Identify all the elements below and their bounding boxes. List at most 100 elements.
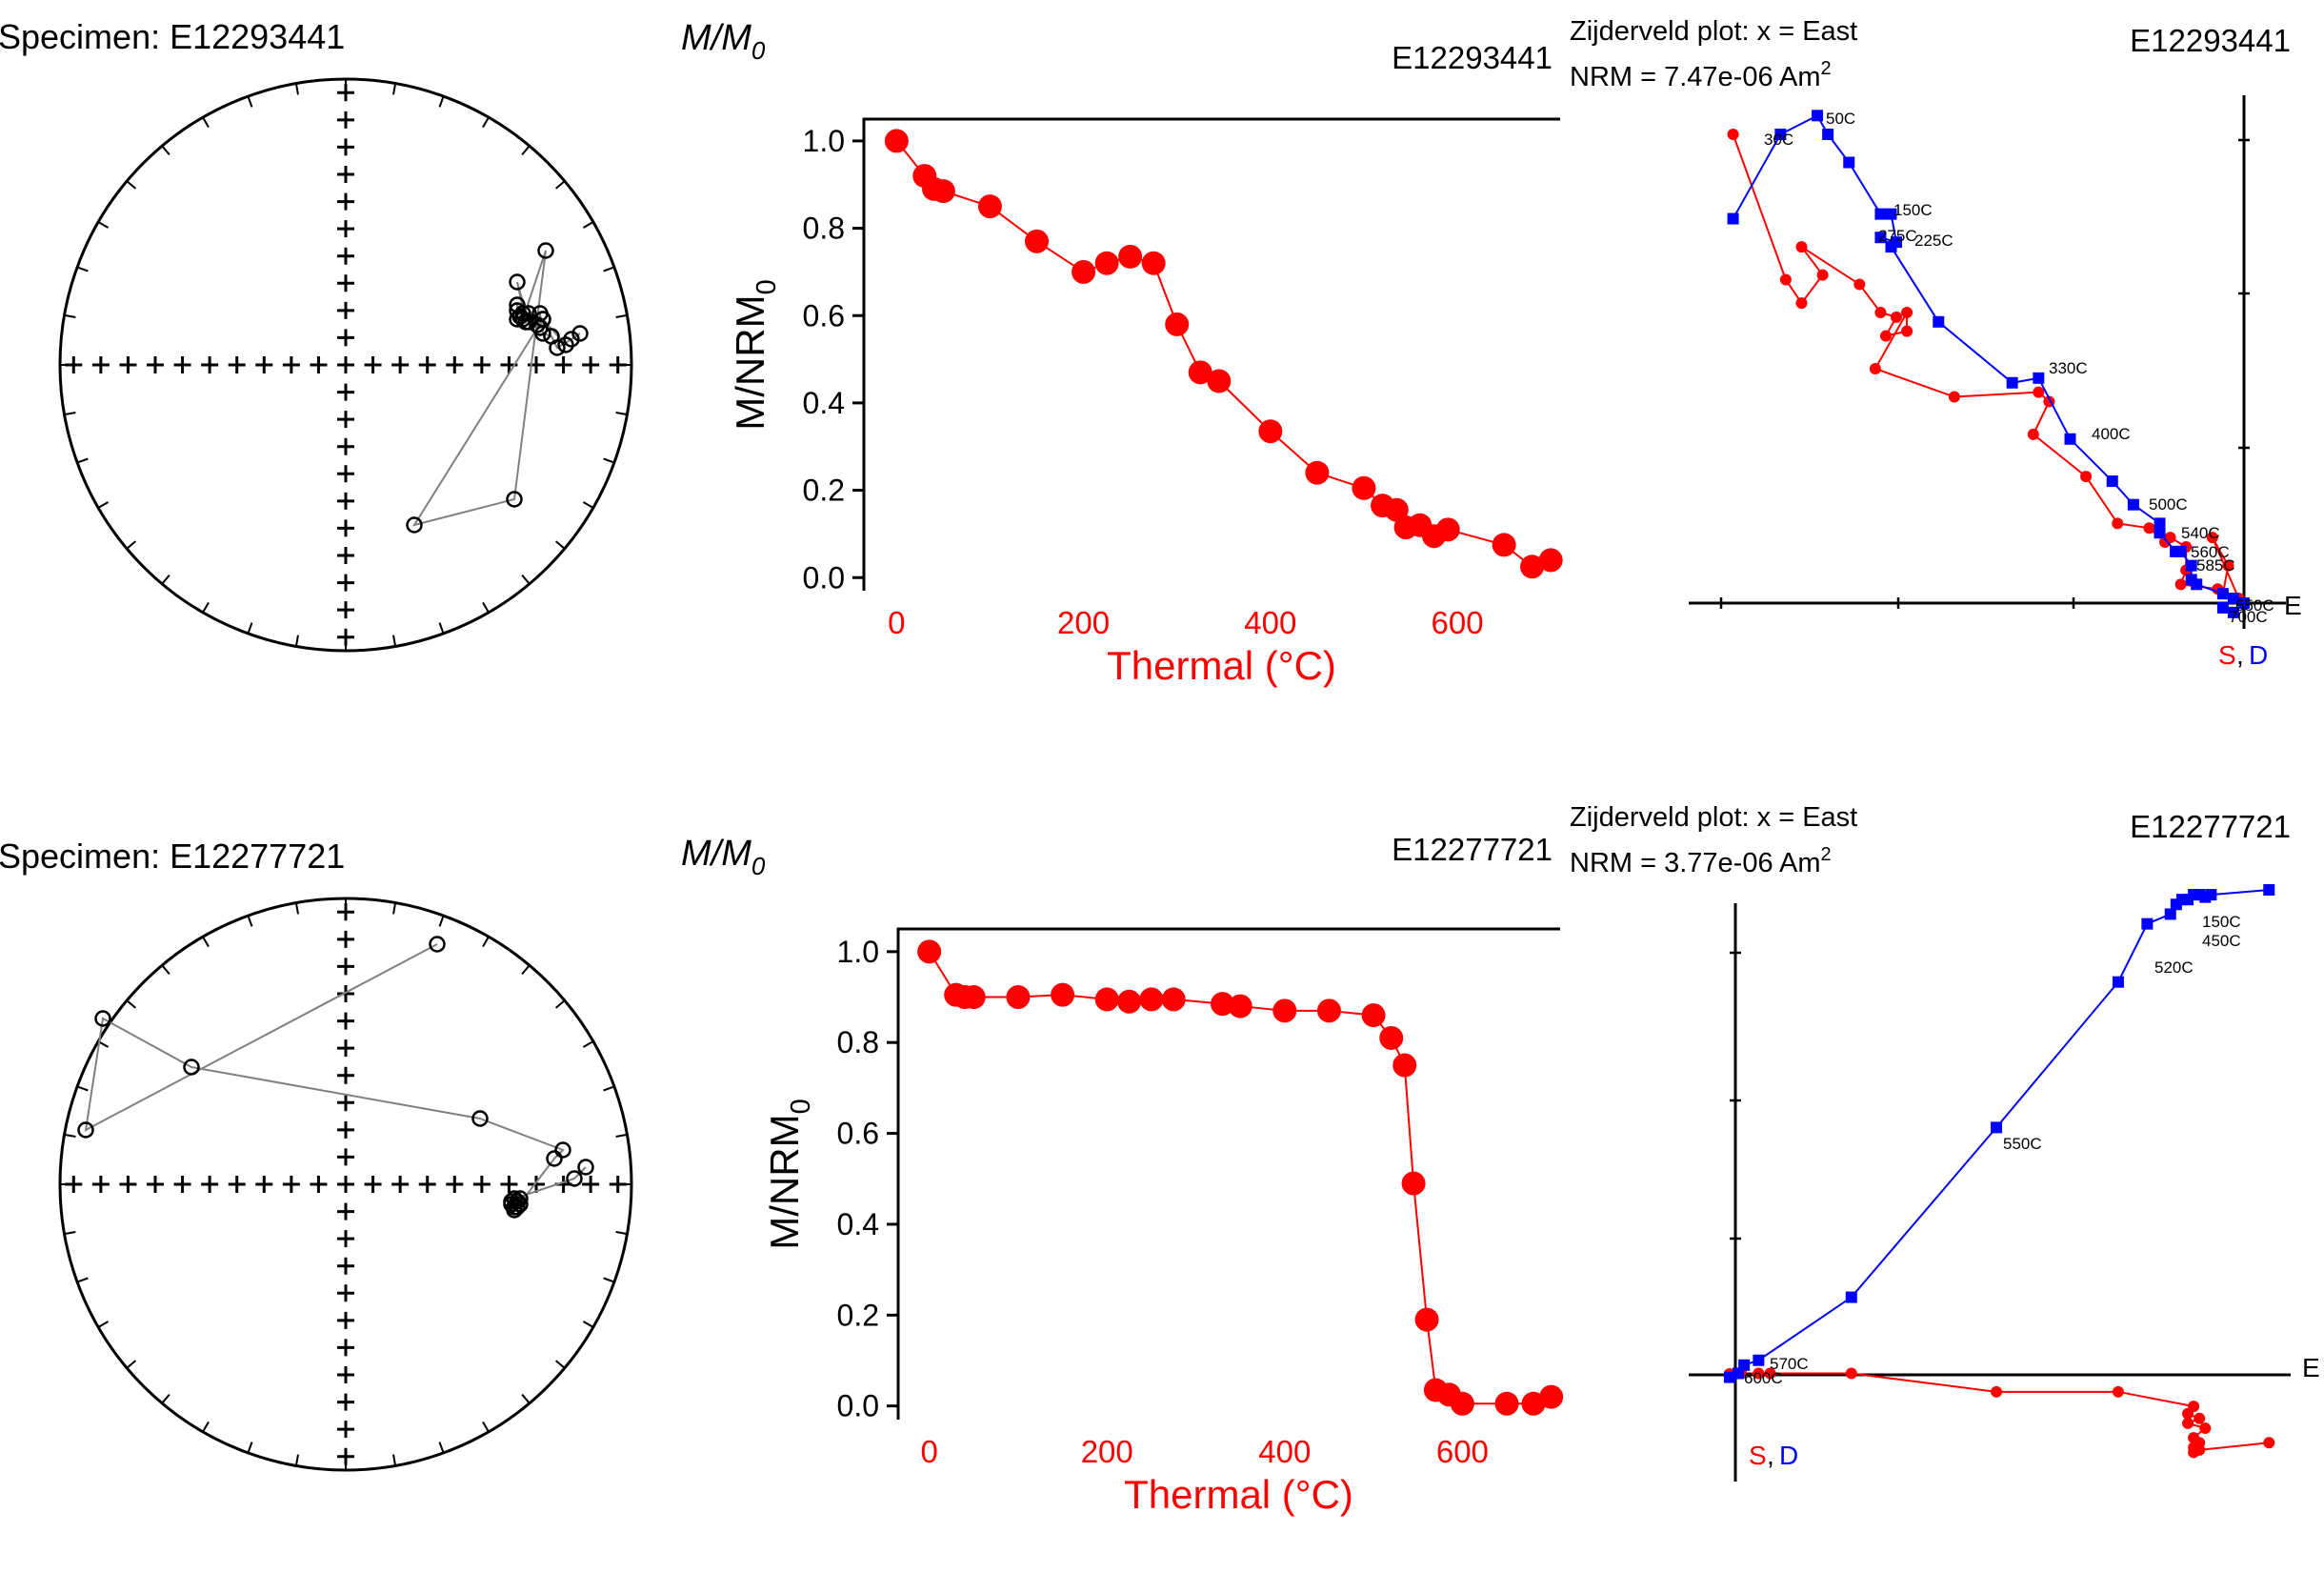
axis-separator: , <box>2236 640 2244 670</box>
plus-mark <box>337 574 354 592</box>
plus-mark <box>337 1066 354 1084</box>
panel-label-subscript: 0 <box>751 852 766 880</box>
rim-tick <box>582 501 594 509</box>
demag-point <box>1414 1307 1439 1332</box>
direction-point <box>534 311 551 328</box>
horizontal-projection-point <box>2033 386 2045 398</box>
step-label: 150C <box>1893 201 1933 219</box>
plus-mark <box>337 383 354 401</box>
plus-mark <box>337 1148 354 1166</box>
rim-tick <box>392 83 397 95</box>
direction-point <box>506 491 523 508</box>
direction-path <box>411 250 581 527</box>
step-label: 585C <box>2196 556 2235 575</box>
direction-point <box>511 1196 529 1213</box>
horizontal-projection-point <box>1874 306 1887 318</box>
plus-mark <box>337 1366 354 1383</box>
y-tick-label: 0.6 <box>837 1117 879 1151</box>
vertical-projection-point <box>2064 433 2076 445</box>
d-axis-label: D <box>1779 1441 1798 1470</box>
plus-mark <box>147 1176 164 1193</box>
plus-mark <box>310 356 328 373</box>
direction-point <box>566 1170 583 1187</box>
y-tick-label: 0.0 <box>837 1389 879 1423</box>
horizontal-projection-point <box>2263 1437 2275 1449</box>
rim-tick <box>76 1085 89 1092</box>
horizontal-projection-point <box>1948 391 1960 403</box>
horizontal-projection-point <box>2164 532 2176 544</box>
plus-mark <box>391 1176 410 1193</box>
rim-tick <box>97 501 110 509</box>
horizontal-projection-point <box>1727 129 1739 140</box>
direction-point <box>546 1150 563 1167</box>
rim-tick <box>521 145 531 156</box>
rim-tick <box>603 457 615 464</box>
rim-tick <box>126 999 137 1009</box>
plus-mark <box>337 1284 354 1302</box>
plus-mark <box>582 356 600 373</box>
plus-mark <box>337 547 354 564</box>
vertical-projection-point <box>2154 517 2166 530</box>
plus-mark <box>554 356 572 373</box>
demag-point <box>1379 1025 1404 1050</box>
panel-label: M/M0 <box>681 834 766 880</box>
horizontal-projection-point <box>2143 522 2155 534</box>
demag-point <box>1494 1391 1519 1416</box>
vertical-projection-point <box>1991 1121 2003 1134</box>
specimen-label: E12277721 <box>2130 809 2291 844</box>
demag-point <box>917 939 942 964</box>
plus-mark <box>472 356 491 373</box>
step-label: 225C <box>1914 232 1953 250</box>
plus-mark <box>337 166 354 183</box>
y-tick-label: 1.0 <box>803 124 845 158</box>
demag-point <box>1228 994 1252 1018</box>
nrm-label: NRM = 3.77e-06 Am2 <box>1570 844 1832 878</box>
plus-mark <box>364 356 382 373</box>
horizontal-projection-point <box>1845 1367 1857 1380</box>
rim-tick <box>161 574 170 585</box>
plus-mark <box>337 930 354 948</box>
step-label: 30C <box>1764 131 1793 149</box>
vertical-projection-point <box>2216 588 2229 600</box>
direction-point <box>94 1010 111 1027</box>
horizontal-projection-point <box>1753 1367 1765 1380</box>
plus-mark <box>609 356 627 373</box>
demag-point <box>1072 259 1096 284</box>
nrm-label: NRM = 7.47e-06 Am2 <box>1570 58 1832 92</box>
rim-tick <box>161 145 170 156</box>
horizontal-projection-point <box>1795 241 1808 253</box>
vertical-projection-point <box>2191 578 2203 591</box>
plus-mark <box>337 1176 354 1193</box>
rim-tick <box>482 116 490 129</box>
plus-mark <box>337 601 354 619</box>
plus-mark <box>337 220 354 238</box>
rim-tick <box>438 95 445 108</box>
direction-point <box>509 273 526 291</box>
horizontal-projection-point <box>2222 559 2234 572</box>
horizontal-projection-point <box>1901 306 1913 318</box>
demag-point <box>1139 987 1164 1012</box>
plus-mark <box>255 356 273 373</box>
demag-point <box>1258 419 1283 444</box>
step-label: 550C <box>2003 1135 2042 1153</box>
nrm-exponent: 2 <box>1821 58 1832 79</box>
direction-point <box>537 242 554 259</box>
plus-mark <box>91 356 110 373</box>
demag-point <box>1305 460 1330 485</box>
vertical-projection-point <box>2033 372 2045 384</box>
rim-tick <box>521 1393 531 1404</box>
plus-mark <box>337 329 354 347</box>
demag-point <box>1384 497 1409 522</box>
specimen-label: E12293441 <box>2130 23 2291 58</box>
demag-point <box>1435 517 1460 542</box>
zijderveld-title: Zijderveld plot: x = East <box>1570 16 1857 47</box>
s-axis-label: S <box>2218 640 2236 670</box>
step-label: 700C <box>2229 608 2268 626</box>
plus-mark <box>337 192 354 211</box>
vertical-projection-point <box>1822 129 1834 140</box>
demag-point <box>1520 555 1545 579</box>
specimen-title: Specimen: E12293441 <box>0 17 345 56</box>
specimen-title: Specimen: E12277721 <box>0 837 345 876</box>
horizontal-projection-point <box>1816 269 1829 281</box>
